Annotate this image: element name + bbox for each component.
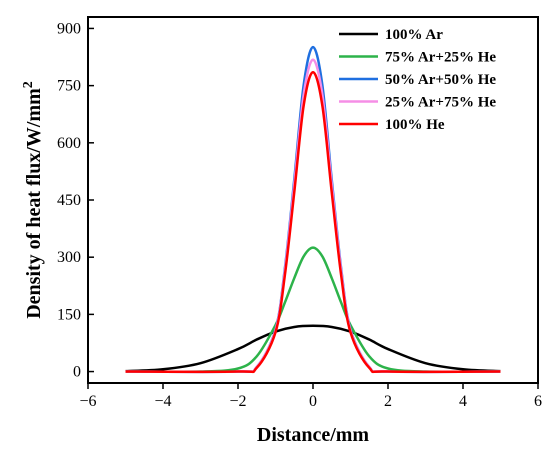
x-tick-label: −2 — [229, 393, 246, 410]
x-axis-ticks: −6 −4 −2 0 2 4 6 — [79, 383, 542, 410]
legend-label: 75% Ar+25% He — [385, 50, 496, 66]
x-tick-label: 6 — [534, 393, 542, 410]
x-tick-label: 0 — [309, 393, 317, 410]
x-tick-label: −6 — [79, 393, 96, 410]
series-line-1 — [125, 324, 501, 373]
legend-label: 100% He — [385, 117, 445, 133]
y-axis-title-main: Density of heat flux/W/mm — [23, 88, 45, 319]
legend: 100% Ar 75% Ar+25% He 50% Ar+50% He 25% Ar+… — [339, 27, 496, 133]
series-line-2 — [125, 246, 501, 374]
x-tick-label: 2 — [384, 393, 392, 410]
y-tick-label: 750 — [57, 78, 81, 95]
y-axis-ticks: 0 150 300 450 600 750 900 — [57, 20, 94, 381]
legend-label: 50% Ar+50% He — [385, 72, 496, 88]
y-axis-title: Density of heat flux/W/mm2 — [21, 81, 45, 319]
x-tick-label: 4 — [459, 393, 467, 410]
x-axis-title: Distance/mm — [257, 424, 370, 446]
legend-label: 25% Ar+75% He — [385, 95, 496, 111]
y-tick-label: 900 — [57, 20, 81, 37]
series-line-5 — [125, 71, 501, 374]
series-lines — [125, 45, 501, 374]
y-axis-title-superscript: 2 — [21, 81, 36, 88]
legend-label: 100% Ar — [385, 27, 443, 43]
y-tick-label: 300 — [57, 249, 81, 266]
y-tick-label: 0 — [73, 364, 81, 381]
y-tick-label: 150 — [57, 306, 81, 323]
y-tick-label: 450 — [57, 192, 81, 209]
x-tick-label: −4 — [154, 393, 171, 410]
y-tick-label: 600 — [57, 135, 81, 152]
